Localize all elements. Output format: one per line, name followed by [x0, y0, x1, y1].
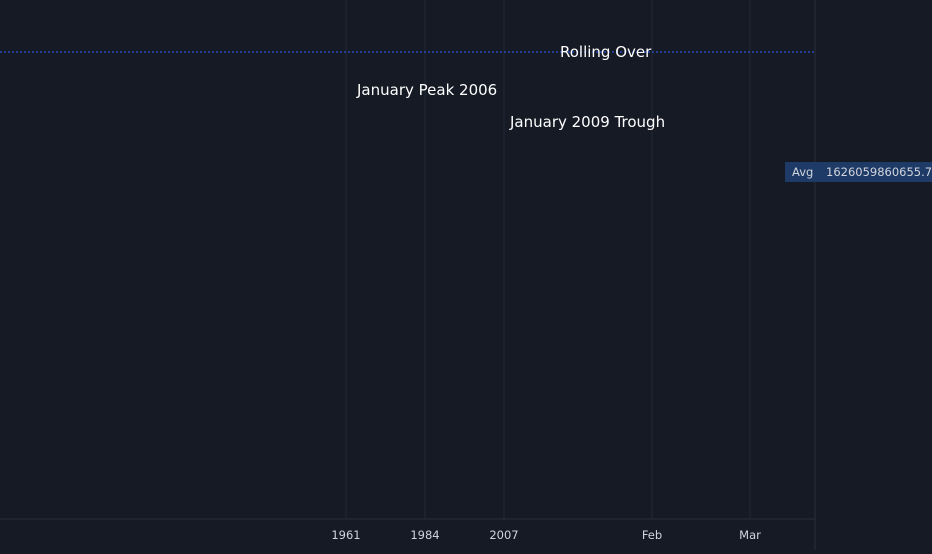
annotation-january-peak: January Peak 2006 — [356, 81, 497, 99]
avg-badge-background — [785, 162, 932, 182]
x-tick-label: 1984 — [410, 528, 439, 542]
x-tick-label: Feb — [642, 528, 662, 542]
x-tick-label: 2007 — [489, 528, 518, 542]
x-tick-label: 1961 — [331, 528, 360, 542]
annotations: Rolling Over January Peak 2006 January 2… — [356, 43, 665, 131]
x-tick-label: Mar — [739, 528, 761, 542]
avg-badge: Avg 1626059860655.74 — [785, 162, 932, 182]
annotation-rolling-over: Rolling Over — [560, 43, 652, 61]
avg-label: Avg — [792, 165, 813, 179]
axes — [0, 0, 816, 550]
x-axis-ticks[interactable]: 1961 1984 2007 Feb Mar — [331, 528, 761, 542]
annotation-trough: January 2009 Trough — [509, 113, 665, 131]
grid — [345, 0, 751, 519]
avg-value: 1626059860655.74 — [826, 165, 932, 179]
